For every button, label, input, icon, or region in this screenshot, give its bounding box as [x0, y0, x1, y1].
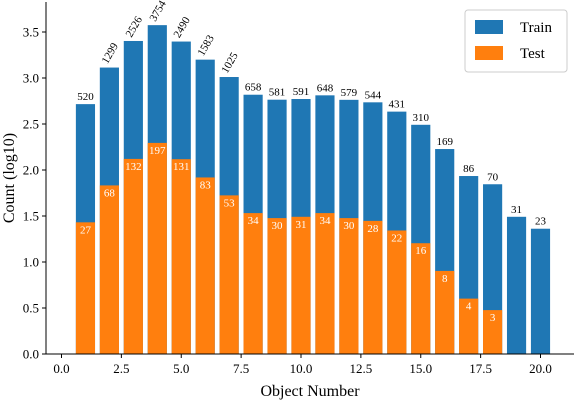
train-count-label: 520	[77, 91, 94, 103]
test-bar	[99, 185, 119, 354]
y-axis-ticks: 0.0 0.5 1.0 1.5 2.0 2.5 3.0 3.5	[23, 25, 46, 362]
x-tick-label: 20.0	[529, 361, 552, 376]
test-bar	[123, 158, 143, 354]
test-count-label: 30	[272, 220, 284, 232]
x-tick-label: 7.5	[233, 361, 249, 376]
x-tick-label: 17.5	[469, 361, 492, 376]
test-bar	[195, 177, 215, 354]
test-count-label: 68	[104, 187, 116, 199]
test-count-label: 34	[319, 215, 331, 227]
test-bar	[483, 310, 503, 354]
test-bar	[363, 220, 383, 354]
train-count-label: 169	[436, 136, 453, 148]
test-count-label: 16	[415, 245, 427, 257]
legend-swatch	[475, 46, 503, 60]
test-bar	[75, 222, 96, 354]
test-bars	[75, 142, 503, 354]
test-count-label: 22	[391, 232, 402, 244]
train-count-label: 1583	[195, 33, 217, 58]
test-bar	[339, 218, 359, 354]
train-bar	[530, 228, 551, 354]
test-bar	[411, 243, 431, 354]
y-tick-label: 2.0	[23, 163, 39, 178]
test-count-label: 1	[538, 356, 544, 368]
legend: Train Test	[464, 9, 568, 73]
test-count-label: 3	[490, 312, 496, 324]
train-count-label: 3754	[148, 0, 170, 24]
train-count-label: 2490	[171, 15, 193, 40]
test-bar	[315, 213, 335, 354]
y-tick-label: 1.5	[23, 209, 39, 224]
x-tick-label: 10.0	[290, 361, 313, 376]
x-tick-label: 12.5	[350, 361, 373, 376]
test-count-label: 31	[296, 219, 307, 231]
y-tick-label: 0.5	[23, 301, 39, 316]
train-count-label: 310	[413, 112, 430, 124]
train-count-label: 579	[341, 87, 358, 99]
train-bar	[506, 216, 527, 354]
test-bar	[243, 213, 263, 354]
train-count-label: 1299	[100, 41, 122, 66]
train-count-label: 431	[389, 99, 406, 111]
test-count-label: 83	[200, 179, 212, 191]
test-bar	[435, 270, 455, 354]
axes	[45, 2, 574, 355]
test-count-label: 197	[149, 145, 166, 157]
train-count-label: 2526	[124, 14, 146, 39]
train-count-label: 1025	[219, 50, 241, 75]
test-count-label: 34	[248, 215, 260, 227]
test-bar	[171, 159, 191, 354]
legend-label: Test	[520, 46, 546, 62]
x-tick-label: 15.0	[409, 361, 432, 376]
test-count-label: 131	[173, 161, 190, 173]
test-count-label: 30	[343, 220, 355, 232]
y-tick-label: 1.0	[23, 255, 39, 270]
y-axis-title: Count (log10)	[1, 133, 18, 223]
train-bars	[75, 25, 551, 355]
test-bar	[459, 298, 479, 354]
train-count-label: 86	[463, 163, 475, 175]
train-count-label: 544	[365, 89, 382, 101]
test-count-label: 28	[367, 223, 379, 235]
test-count-label: 53	[224, 197, 236, 209]
test-count-label: 1	[514, 356, 520, 368]
train-count-label: 70	[487, 171, 499, 183]
legend-label: Train	[520, 20, 552, 36]
x-tick-label: 5.0	[173, 361, 189, 376]
y-tick-label: 3.0	[23, 71, 39, 86]
test-bar	[219, 195, 239, 354]
x-axis-title: Object Number	[260, 383, 360, 400]
y-tick-label: 0.0	[23, 347, 39, 362]
test-bar	[387, 230, 407, 354]
test-count-label: 132	[125, 161, 142, 173]
test-bar	[291, 216, 311, 354]
y-tick-label: 2.5	[23, 117, 39, 132]
x-tick-label: 2.5	[113, 361, 129, 376]
y-tick-label: 3.5	[23, 25, 39, 40]
train-count-label: 23	[535, 216, 547, 228]
train-count-label: 648	[317, 82, 334, 94]
x-axis-ticks: 0.0 2.5 5.0 7.5 10.0 12.5 15.0 17.5 20.0	[53, 354, 552, 376]
test-bar	[147, 142, 167, 354]
train-count-label: 658	[245, 82, 262, 94]
test-count-label: 4	[466, 301, 472, 313]
train-count-label: 591	[293, 86, 310, 98]
test-bar	[267, 218, 287, 354]
test-count-label: 27	[80, 224, 92, 236]
test-count-label: 8	[442, 273, 448, 285]
x-tick-label: 0.0	[53, 361, 69, 376]
train-count-label: 31	[511, 204, 522, 216]
legend-swatch	[475, 20, 503, 34]
train-count-label: 581	[269, 87, 286, 99]
